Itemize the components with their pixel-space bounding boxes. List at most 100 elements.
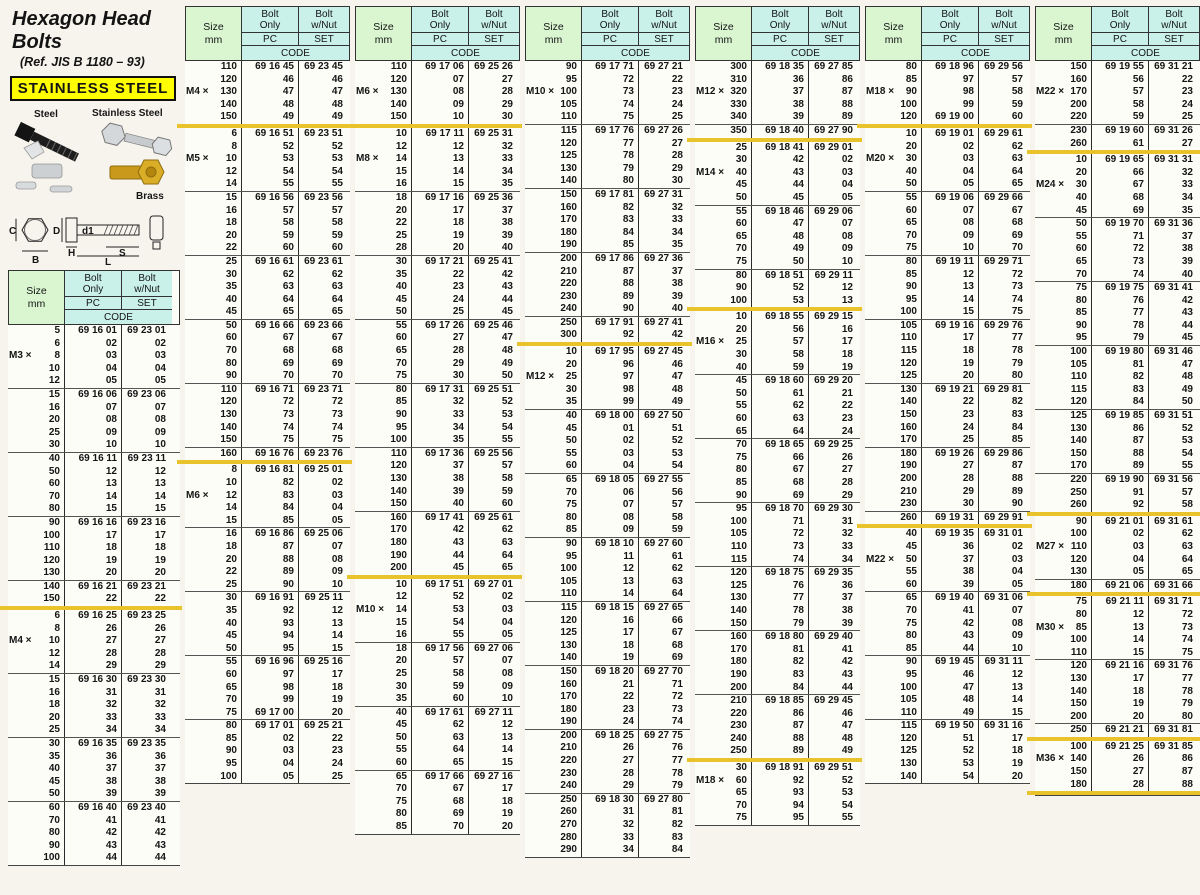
bolt-only-code: 49 [751,243,808,256]
table-header: Size mm Bolt Only Bolt w/Nut PC SET CODE [355,6,520,61]
table-row: 110 69 17 36 69 25 56 [355,447,520,461]
size-cell: 210 [560,742,577,754]
table-row: 140 74 74 [185,421,350,435]
bolt-wnut-code: 04 [978,566,1028,579]
table-row: 240 88 48 [695,732,860,746]
size-cell: 12 [48,375,60,387]
bolt-only-code: 69 17 56 [411,642,468,656]
bolt-only-code: 17 [411,204,468,218]
bolt-wnut-code: 69 29 11 [808,269,858,283]
table-row: 70 09 69 [865,229,1030,243]
size-cell: 330 [730,98,747,110]
table-row: 90 69 21 01 69 31 61 [1035,515,1200,529]
size-group: 25 69 16 61 69 23 61 30 62 62 35 63 63 40 64 64 45 65… [185,254,350,319]
bolt-wnut-code: 69 31 81 [1148,724,1198,737]
bolt-wnut-code: 03 [468,603,518,617]
bolt-wnut-code: 77 [1148,672,1198,686]
bolt-only-code: 27 [64,635,121,648]
bolt-wnut-code: 69 31 51 [1148,410,1198,423]
bolt-wnut-header: Bolt w/Nut [1149,7,1199,33]
size-cell: 70 [905,229,917,241]
bolt-wnut-code: 53 [468,409,518,422]
table-row: 150 69 18 20 69 27 70 [525,665,690,679]
bolt-wnut-code: 69 25 01 [298,464,348,477]
table-row: 90 69 16 16 69 23 16 [8,516,180,530]
table-row: 50 95 15 [185,642,350,656]
bolt-only-code: 88 [241,553,298,567]
size-cell: M10 × 14 [356,603,407,615]
bolt-only-code: 69 16 91 [241,592,298,605]
bolt-only-code: 23 [411,281,468,294]
size-cell: 14 [225,178,237,190]
bolt-wnut-code: 27 [638,137,688,151]
table-row: 130 86 52 [1035,422,1200,436]
size-cell: 55 [225,656,237,668]
table-row: 60 07 67 [865,204,1030,218]
table-row: 125 69 19 85 69 31 51 [1035,410,1200,423]
table-row: 60 04 54 [525,460,690,473]
bolt-wnut-code: 55 [468,434,518,447]
size-cell: 180 [1070,778,1087,790]
size-cell: 55 [395,744,407,756]
bolt-wnut-code: 31 [121,686,171,700]
bolt-wnut-code: 25 [1148,111,1198,124]
size-cell: 150 [1070,766,1087,778]
table-row: 70 41 41 [8,814,180,828]
table-row: 200 45 65 [355,562,520,575]
table-row: 80 43 09 [865,630,1030,643]
size-group: 100 69 19 80 69 31 46 105 81 47 110 82 48 115 83 49… [1035,345,1200,410]
table-row: 55 69 16 96 69 25 16 [185,656,350,669]
bolt-wnut-code: 59 [638,524,688,537]
bolt-only-code: 16 [581,614,638,628]
size-group: 16 69 16 86 69 25 06 18 87 07 20 88 08 22 89 09 25 90… [185,527,350,592]
bolt-wnut-code: 69 27 41 [638,316,688,330]
size-cell: 180 [730,656,747,668]
size-cell: 22 [225,566,237,578]
bolt-wnut-code: 32 [468,140,518,154]
size-cell: 110 [730,540,747,552]
size-cell: 120 [220,396,237,408]
bolt-wnut-code: 34 [808,553,858,567]
table-row: 170 83 33 [525,214,690,227]
bolt-only-code: 69 18 80 [751,631,808,644]
bolt-wnut-header: Bolt w/Nut [639,7,689,33]
table-row: 100 44 44 [8,852,180,865]
bolt-wnut-code: 73 [638,703,688,717]
thread-size-label: M4 × [186,86,209,98]
bolt-only-code: 84 [581,226,638,240]
bolt-wnut-code: 38 [638,278,688,291]
bolt-wnut-code: 69 27 50 [638,410,688,423]
bolt-code-table: Size mm Bolt Only Bolt w/Nut PC SET CODE 110 69 16… [177,6,352,785]
bolt-only-code: 14 [921,293,978,307]
size-cell: 30 [395,255,407,267]
size-cell: 18 [395,642,407,654]
table-row: 70 74 40 [1035,268,1200,282]
size-cell: 45 [225,630,237,642]
bolt-only-code: 27 [411,332,468,346]
bolt-only-code: 48 [921,694,978,707]
size-cell: 260 [1070,137,1087,149]
bolt-wnut-code: 03 [121,350,171,363]
bolt-wnut-code: 60 [978,111,1028,124]
size-cell: 70 [395,357,407,369]
bolt-wnut-code: 69 31 66 [1148,579,1198,593]
bolt-only-code: 39 [751,111,808,124]
size-cell: 15 [48,674,60,686]
bolt-only-code: 69 [1091,204,1148,218]
bolt-only-code: 84 [1091,396,1148,410]
bolt-wnut-code: 27 [468,73,518,87]
table-row: 25 69 16 61 69 23 61 [185,255,350,269]
size-cell: 260 [1070,499,1087,511]
bolt-code-table: Size mm Bolt Only Bolt w/Nut PC SET CODE 300 69 18… [687,6,862,827]
table-row: M4 × 10 27 27 [8,635,180,648]
bolt-only-code: 53 [921,758,978,771]
size-cell: 50 [565,435,577,447]
bolt-wnut-code: 32 [638,201,688,215]
table-row: 16 15 35 [355,178,520,191]
bolt-wnut-code: 55 [298,178,348,191]
table-row: 10 04 04 [8,362,180,376]
size-cell: 70 [735,243,747,255]
size-cell: M12 × 320 [696,86,747,98]
size-cell: 16 [48,686,60,698]
size-group: 200 69 18 25 69 27 75 210 26 76 220 27 77 230 28 78… [525,728,690,793]
